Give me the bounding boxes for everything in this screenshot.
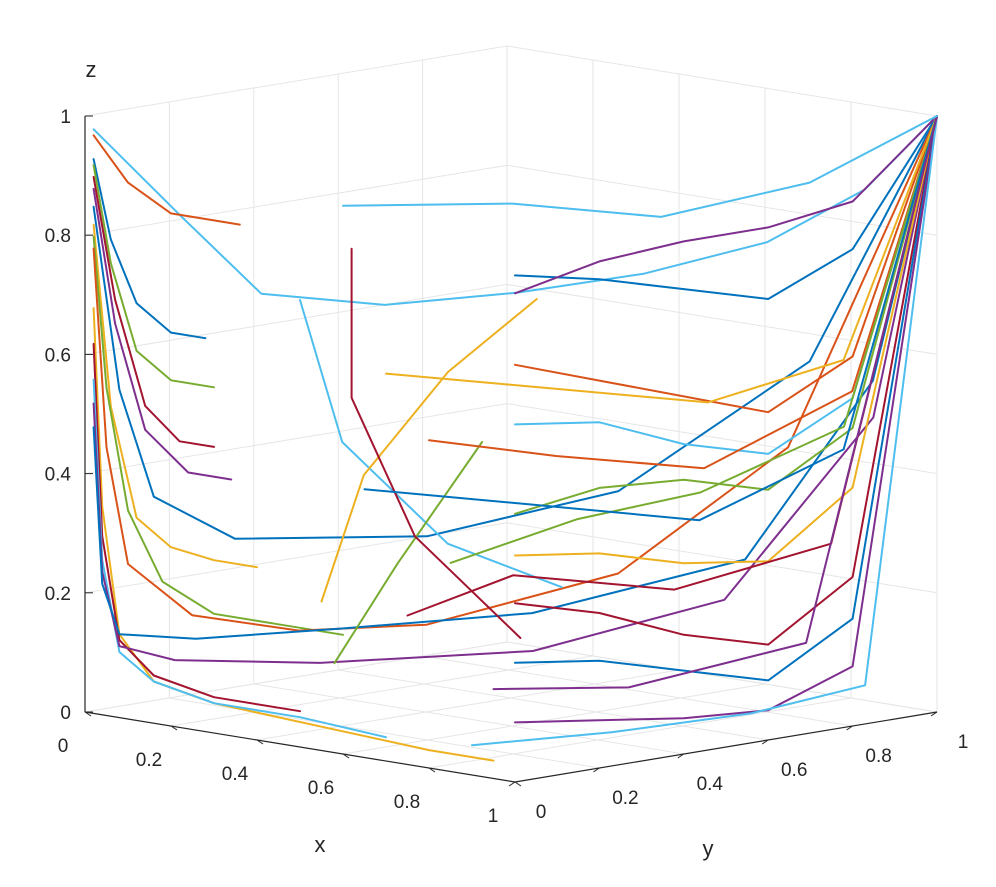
gridline	[506, 283, 938, 355]
x-tick-label: 0.4	[222, 764, 249, 785]
streamline-30	[385, 115, 938, 404]
x-tick-label: 0.2	[136, 750, 162, 771]
gridline	[338, 669, 769, 741]
streamline-6	[92, 115, 938, 540]
x-tick-label: 0.6	[308, 778, 334, 799]
streamline-15	[299, 299, 563, 589]
streamline-8	[92, 235, 344, 636]
z-tick-label: 0.2	[45, 584, 71, 605]
gridline	[506, 403, 938, 475]
x-tick-label: 1	[488, 806, 499, 827]
x-tick-mark	[342, 753, 350, 759]
streamline-9	[92, 115, 938, 632]
streamline-20	[514, 115, 938, 295]
y-tick-mark	[846, 725, 853, 731]
y-tick-mark	[761, 739, 769, 745]
gridline	[422, 655, 853, 727]
x-tick-mark	[514, 781, 522, 787]
x-tick-mark	[170, 725, 178, 731]
gridline	[342, 683, 766, 755]
y-tick-mark	[508, 781, 516, 787]
streamline-17	[333, 441, 484, 665]
gridline	[506, 45, 938, 117]
x-tick-mark	[428, 767, 436, 773]
y-axis-line	[514, 711, 938, 783]
gridline	[253, 683, 684, 755]
z-tick-label: 0.4	[45, 465, 72, 486]
streamline-13	[92, 115, 938, 664]
gridline	[84, 641, 508, 713]
y-tick-label: 0.8	[865, 746, 891, 767]
x-axis-label: x	[315, 832, 326, 857]
y-axis-label: y	[703, 836, 714, 861]
streamline-22	[514, 115, 938, 455]
streamline-12	[92, 378, 387, 739]
streamline-11	[92, 342, 301, 713]
gridline	[84, 164, 508, 236]
streamline-31	[449, 115, 938, 564]
gridline	[170, 655, 594, 727]
gridline	[84, 403, 508, 475]
streamline-24	[514, 115, 938, 565]
y-tick-label: 0.2	[612, 788, 638, 809]
streamline-18	[350, 247, 522, 639]
y-tick-label: 0.6	[781, 760, 807, 781]
gridline	[506, 641, 938, 713]
x-tick-label: 0.8	[394, 792, 420, 813]
z-tick-label: 0.8	[45, 226, 71, 247]
streamline-3	[92, 164, 215, 389]
y-tick-label: 0	[536, 802, 547, 823]
gridline	[428, 697, 852, 769]
streamline-23	[514, 115, 938, 515]
gridline	[256, 669, 680, 741]
y-tick-mark	[677, 753, 685, 759]
streamline-7	[92, 223, 258, 569]
x-axis-line	[84, 711, 516, 783]
streamline-27	[514, 115, 938, 724]
streamline-33	[363, 115, 938, 522]
streamline-4	[92, 176, 215, 448]
gridline	[84, 283, 508, 355]
streamline-19	[514, 115, 938, 300]
z-tick-label: 0.6	[45, 345, 71, 366]
streamline-2	[92, 158, 207, 340]
z-tick-label: 1	[60, 107, 71, 128]
series-lines	[92, 115, 938, 762]
x-tick-mark	[256, 739, 264, 745]
streamline-14	[92, 115, 938, 640]
tick-labels: 0 0.2 0.4 0.6 0.8 1 0 0.2 0.4 0.6 0.8 1 0 0.2 0.4 0.6 0.…	[45, 107, 969, 827]
streamline-34	[492, 115, 938, 691]
y-tick-label: 1	[958, 732, 969, 753]
streamline-35	[342, 115, 938, 218]
streamline-25	[514, 115, 938, 646]
z-axis-label: z	[86, 57, 97, 82]
x-tick-mark	[84, 711, 92, 717]
y-tick-mark	[593, 767, 600, 773]
streamline-1	[92, 134, 241, 226]
x-tick-label: 0	[58, 736, 69, 757]
streamline-21	[514, 115, 938, 414]
streamline-29	[428, 115, 938, 470]
streamline-16	[320, 298, 538, 603]
streamline-28	[471, 115, 938, 747]
streamline-26	[514, 115, 938, 682]
streamline-32	[406, 115, 938, 617]
streamline-5	[92, 187, 233, 481]
z-tick-label: 0	[60, 703, 71, 724]
gridline	[506, 164, 938, 236]
streamline-0	[92, 115, 938, 306]
y-tick-mark	[930, 711, 938, 717]
gridline	[84, 45, 508, 117]
y-tick-label: 0.4	[697, 774, 724, 795]
axes-box	[84, 115, 938, 787]
